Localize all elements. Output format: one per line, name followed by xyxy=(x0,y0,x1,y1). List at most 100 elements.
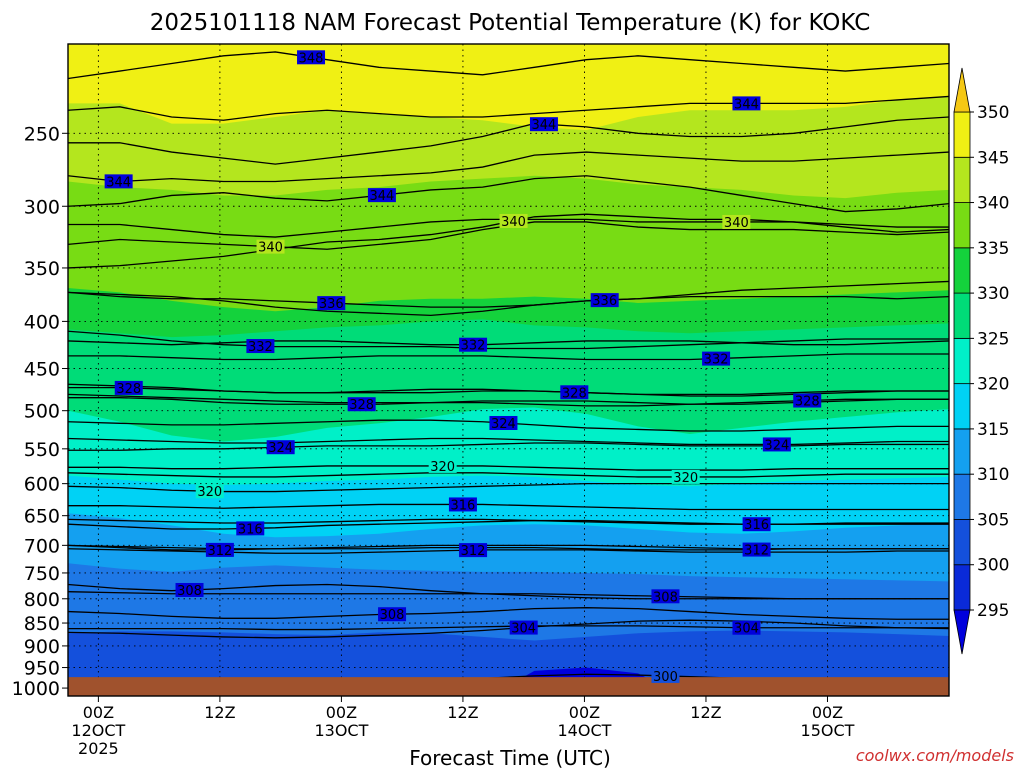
x-tick-label-60: 12Z xyxy=(690,703,721,722)
contour-label-344-3: 344 xyxy=(529,117,558,133)
x-tick-date-48: 14OCT xyxy=(557,721,611,740)
contour-label-316-25: 316 xyxy=(742,517,771,533)
colorbar-label-295: 295 xyxy=(977,601,1009,621)
contour-label-text: 340 xyxy=(501,215,526,230)
contour-label-bg xyxy=(378,607,407,622)
contour-308-30 xyxy=(68,607,949,620)
contour-label-text: 328 xyxy=(349,398,374,413)
y-tick-label-300: 300 xyxy=(24,196,60,218)
contour-308-31 xyxy=(68,591,949,600)
contour-label-text: 344 xyxy=(734,97,759,112)
y-tick-label-700: 700 xyxy=(24,535,60,557)
contour-344-1 xyxy=(68,151,949,183)
contour-label-308-30: 308 xyxy=(378,607,407,623)
contour-label-bg xyxy=(317,296,346,311)
x-axis-title: Forecast Time (UTC) xyxy=(409,746,611,768)
contour-label-bg xyxy=(347,397,376,412)
contour-label-text: 320 xyxy=(430,460,455,475)
contour-label-text: 344 xyxy=(106,175,131,190)
y-axis: 2503003504004505005506006507007508008509… xyxy=(12,123,68,700)
contour-label-304-32: 304 xyxy=(509,620,538,637)
contour-label-text: 328 xyxy=(795,395,820,410)
contour-label-340-5: 340 xyxy=(256,239,285,256)
contour-label-324-17: 324 xyxy=(266,440,295,456)
y-tick-label-850: 850 xyxy=(24,613,60,635)
contour-324-17 xyxy=(68,442,949,451)
contour-label-304-33: 304 xyxy=(732,620,761,637)
contour-label-text: 304 xyxy=(511,622,536,637)
contour-304-32 xyxy=(68,619,949,639)
colorbar-label-340: 340 xyxy=(977,194,1009,214)
x-tick-label-48: 00Z xyxy=(569,703,600,722)
contour-344-2 xyxy=(68,175,949,213)
plot-frame xyxy=(67,43,950,697)
contour-324-19 xyxy=(68,437,949,446)
colorbar-label-310: 310 xyxy=(977,465,1009,485)
contour-label-312-27: 312 xyxy=(459,543,488,559)
contour-label-text: 344 xyxy=(532,118,557,133)
contour-labels: 348 344 344 344 344 340 340 340 336 336 332 332 332 3… xyxy=(104,50,822,685)
y-tick-label-450: 450 xyxy=(24,359,60,381)
contour-label-text: 324 xyxy=(764,438,789,453)
ground-surface xyxy=(68,677,949,696)
contour-label-text: 332 xyxy=(704,353,729,368)
contour-label-312-26: 312 xyxy=(205,542,234,559)
colorbar-label-305: 305 xyxy=(977,510,1009,530)
contour-label-bg xyxy=(367,188,396,203)
y-tick-label-250: 250 xyxy=(24,123,60,145)
colorbar-seg-345 xyxy=(953,111,971,158)
colorbar-label-300: 300 xyxy=(977,556,1009,576)
colorbar-label-325: 325 xyxy=(977,329,1009,349)
y-tick-label-750: 750 xyxy=(24,563,60,585)
contour-label-text: 320 xyxy=(673,471,698,486)
watermark-text: coolwx.com/models xyxy=(856,746,1014,765)
contour-label-text: 308 xyxy=(653,590,678,605)
contour-label-bg xyxy=(489,415,518,430)
contour-label-bg xyxy=(297,50,326,65)
contour-316-24 xyxy=(68,503,949,511)
contour-label-text: 332 xyxy=(248,340,273,355)
x-tick-label-0: 00Z xyxy=(83,703,114,722)
contour-label-328-15: 328 xyxy=(560,385,589,401)
contour-label-300-34: 300 xyxy=(651,668,680,685)
contour-label-332-10: 332 xyxy=(246,339,275,355)
contour-label-bg xyxy=(560,385,589,400)
contour-label-text: 344 xyxy=(370,189,395,204)
contour-label-text: 340 xyxy=(724,216,749,231)
y-tick-label-550: 550 xyxy=(24,439,60,461)
contour-label-328-16: 328 xyxy=(793,393,822,410)
contour-336-8 xyxy=(68,291,949,308)
contour-332-10 xyxy=(68,330,949,350)
contour-label-348-0: 348 xyxy=(297,50,326,66)
contour-label-320-22: 320 xyxy=(671,469,700,486)
contour-label-336-8: 336 xyxy=(317,296,346,312)
contour-label-bg xyxy=(651,589,680,604)
contour-label-text: 304 xyxy=(734,622,759,637)
contour-332-12 xyxy=(68,353,949,361)
contour-label-text: 308 xyxy=(177,584,202,599)
colorbar-label-345: 345 xyxy=(977,148,1009,168)
contour-label-bg xyxy=(651,668,680,683)
colorbar-seg-335 xyxy=(953,202,971,249)
contour-label-bg xyxy=(205,542,234,557)
y-tick-label-600: 600 xyxy=(24,474,60,496)
contour-label-340-6: 340 xyxy=(499,213,528,230)
contour-label-text: 312 xyxy=(207,544,232,559)
contour-332-11 xyxy=(68,340,949,346)
contour-label-text: 312 xyxy=(461,544,486,559)
x-tick-date-72: 15OCT xyxy=(801,721,855,740)
colorbar-label-335: 335 xyxy=(977,239,1009,259)
x-tick-date-24: 13OCT xyxy=(314,721,368,740)
colorbar-label-350: 350 xyxy=(977,103,1009,123)
contour-320-21 xyxy=(68,465,949,471)
colorbar-seg-340 xyxy=(953,156,971,203)
contour-label-312-28: 312 xyxy=(742,542,771,559)
contour-label-text: 316 xyxy=(451,498,476,513)
contour-label-bg xyxy=(266,440,295,455)
contour-label-text: 324 xyxy=(491,417,516,432)
contour-label-bg xyxy=(175,582,204,597)
colorbar-seg-310 xyxy=(953,428,971,475)
